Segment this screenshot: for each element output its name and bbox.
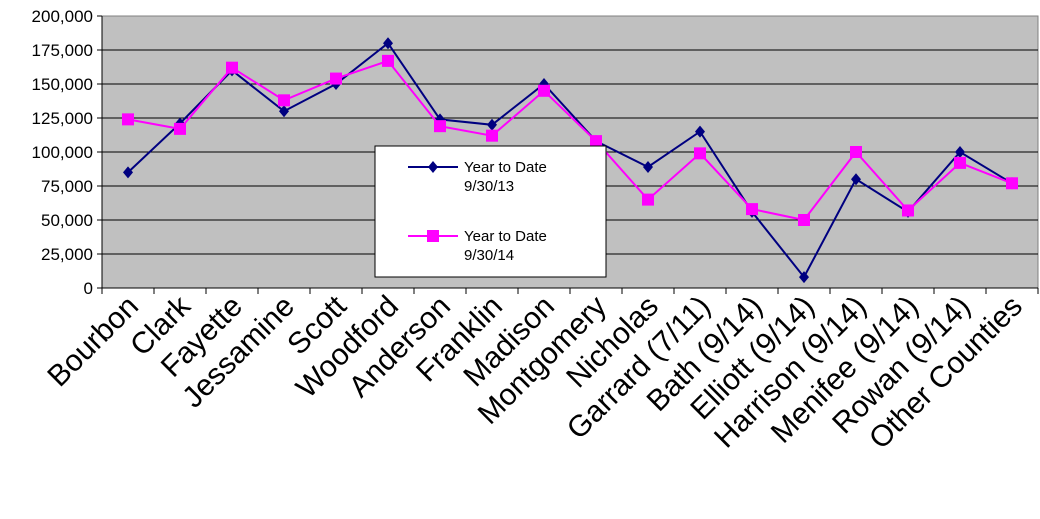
data-point-diamond (383, 37, 393, 50)
data-point-square (434, 120, 446, 133)
data-point-square (850, 146, 862, 158)
series-line-1 (127, 41, 1013, 279)
y-tick-label: 50,000 (41, 211, 93, 230)
data-point-square (538, 84, 550, 97)
data-point-square (278, 94, 290, 107)
data-point-square (330, 72, 342, 85)
data-point-diamond (799, 271, 809, 284)
legend-marker-square (427, 230, 439, 242)
data-point-diamond (487, 118, 497, 131)
data-point-diamond (643, 160, 653, 173)
data-point-square (486, 129, 498, 142)
data-point-square (642, 193, 654, 206)
legend-series-2-label-line1: Year to Date (464, 228, 547, 245)
data-point-square (694, 147, 706, 160)
y-tick-label: 0 (84, 279, 93, 298)
data-point-square (798, 214, 810, 226)
data-point-diamond (695, 125, 705, 138)
data-point-square (122, 113, 134, 126)
y-tick-label: 25,000 (41, 245, 93, 264)
data-point-diamond (279, 105, 289, 118)
legend: Year to Date 9/30/13 Year to Date 9/30/1… (374, 145, 607, 278)
y-tick-label: 150,000 (32, 75, 93, 94)
data-point-square (174, 122, 186, 135)
data-point-diamond (955, 146, 965, 158)
y-axis-ticks: 0 25,000 50,000 75,000 100,000 125,000 150,000… (32, 7, 103, 298)
y-tick-label: 125,000 (32, 109, 93, 128)
legend-marker-diamond (428, 161, 438, 173)
data-point-square (954, 156, 966, 169)
data-point-diamond (123, 166, 133, 179)
y-tick-label: 200,000 (32, 7, 93, 26)
series-group (122, 37, 1018, 284)
y-tick-label: 175,000 (32, 41, 93, 60)
data-point-square (902, 204, 914, 217)
data-point-square (590, 135, 602, 148)
series-line-2 (127, 59, 1013, 222)
data-point-square (382, 54, 394, 67)
y-tick-label: 75,000 (41, 177, 93, 196)
legend-series-1-label-line1: Year to Date (464, 159, 547, 176)
legend-series-1-label-line2: 9/30/13 (464, 178, 514, 195)
data-point-diamond (851, 173, 861, 186)
data-point-square (1006, 177, 1018, 190)
data-point-square (226, 61, 238, 74)
data-point-square (746, 203, 758, 216)
y-tick-label: 100,000 (32, 143, 93, 162)
x-axis-ticks: BourbonClarkFayetteJessamineScottWoodfor… (41, 287, 1039, 456)
gridlines (102, 49, 1038, 255)
legend-series-2-label-line2: 9/30/14 (464, 247, 514, 264)
